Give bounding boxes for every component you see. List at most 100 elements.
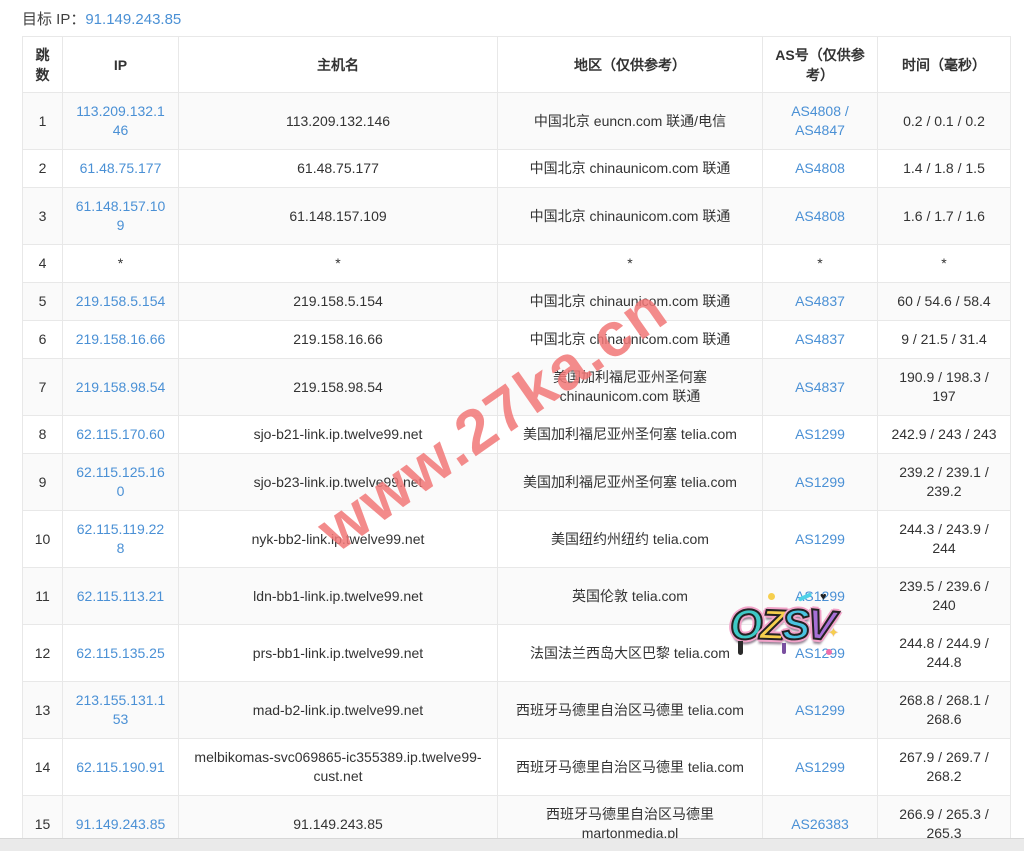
ip-link[interactable]: 219.158.98.54 [75,378,166,395]
ip-link[interactable]: 219.158.5.154 [75,293,166,309]
time-cell: 1.6 / 1.7 / 1.6 [877,187,1011,245]
asn-link[interactable]: AS1299 [795,701,845,718]
asn-link[interactable]: AS4837 [795,331,845,347]
header-region: 地区（仅供参考） [497,36,763,93]
ip-cell: 62.115.170.60 [62,415,179,454]
asn-cell: AS4808 [762,187,878,245]
time-cell: 244.8 / 244.9 / 244.8 [877,624,1011,682]
hostname-cell: mad-b2-link.ip.twelve99.net [178,681,498,739]
ip-cell: 62.115.119.228 [62,510,179,568]
ip-link[interactable]: 62.115.190.91 [76,758,165,775]
time-cell: 0.2 / 0.1 / 0.2 [877,92,1011,150]
ip-cell: 61.48.75.177 [62,149,179,188]
table-header: 跳数 IP 主机名 地区（仅供参考） AS号（仅供参考） 时间（毫秒） [22,36,1011,93]
ip-link[interactable]: 62.115.119.228 [76,521,165,556]
time-cell: 239.5 / 239.6 / 240 [877,567,1011,625]
ip-link[interactable]: 62.115.135.25 [76,644,165,661]
header-asn: AS号（仅供参考） [762,36,878,93]
region-cell: 英国伦敦 telia.com [497,567,763,625]
hop-cell: 8 [22,415,63,454]
region-cell: 中国北京 chinaunicom.com 联通 [497,187,763,245]
hop-cell: 4 [22,244,63,283]
ip-cell: 219.158.5.154 [62,282,179,321]
asn-cell: AS1299 [762,510,878,568]
region-cell: 美国纽约州纽约 telia.com [497,510,763,568]
header-ip: IP [62,36,179,93]
ip-cell: 62.115.113.21 [62,567,179,625]
asn-link[interactable]: AS26383 [791,815,849,832]
asn-link[interactable]: AS1299 [795,587,845,604]
asn-link[interactable]: AS1299 [795,426,845,442]
region-cell: 中国北京 chinaunicom.com 联通 [497,282,763,321]
asn-link[interactable]: AS4808 [795,207,845,224]
hostname-cell: * [178,244,498,283]
region-cell: 美国加利福尼亚州圣何塞 telia.com [497,415,763,454]
hop-cell: 15 [22,795,63,851]
hostname-cell: prs-bb1-link.ip.twelve99.net [178,624,498,682]
asn-cell: AS1299 [762,738,878,796]
hop-cell: 3 [22,187,63,245]
target-ip-label: 目标 IP： [22,11,86,28]
asn-link[interactable]: AS1299 [795,644,845,661]
asn-link[interactable]: AS1299 [795,473,845,490]
hostname-cell: 219.158.98.54 [178,358,498,416]
hop-cell: 14 [22,738,63,796]
time-cell: 267.9 / 269.7 / 268.2 [877,738,1011,796]
asn-link[interactable]: AS4808 [795,160,845,176]
hop-cell: 6 [22,320,63,359]
target-ip-link[interactable]: 91.149.243.85 [85,11,182,28]
hostname-cell: sjo-b21-link.ip.twelve99.net [178,415,498,454]
time-cell: 190.9 / 198.3 / 197 [877,358,1011,416]
ip-cell: 62.115.190.91 [62,738,179,796]
region-cell: 法国法兰西岛大区巴黎 telia.com [497,624,763,682]
hop-cell: 10 [22,510,63,568]
target-ip-line: 目标 IP：91.149.243.85 [22,8,181,29]
time-cell: 1.4 / 1.8 / 1.5 [877,149,1011,188]
hostname-cell: 61.148.157.109 [178,187,498,245]
table-row: 7 219.158.98.54 219.158.98.54 美国加利福尼亚州圣何… [22,358,1011,416]
asn-cell: AS4837 [762,282,878,321]
ip-cell: 219.158.16.66 [62,320,179,359]
region-cell: 美国加利福尼亚州圣何塞 telia.com [497,453,763,511]
region-cell: 中国北京 chinaunicom.com 联通 [497,149,763,188]
ip-link[interactable]: 61.148.157.109 [75,198,166,233]
region-cell: 西班牙马德里自治区马德里 telia.com [497,738,763,796]
hostname-cell: sjo-b23-link.ip.twelve99.net [178,453,498,511]
asn-link[interactable]: AS1299 [795,758,845,775]
asn-link[interactable]: AS4837 [795,378,845,395]
ip-cell: 113.209.132.146 [62,92,179,150]
region-cell: 西班牙马德里自治区马德里 telia.com [497,681,763,739]
ip-link[interactable]: 62.115.125.160 [76,464,165,499]
table-row: 4 * * * * * [22,244,1011,283]
ip-link[interactable]: 91.149.243.85 [75,815,166,832]
time-cell: * [877,244,1011,283]
ip-link[interactable]: 213.155.131.153 [75,692,166,727]
asn-cell: AS4837 [762,358,878,416]
ip-link[interactable]: 62.115.113.21 [76,587,165,604]
asn-cell: AS4808 / AS4847 [762,92,878,150]
page-bottom-strip [0,838,1024,851]
hop-cell: 5 [22,282,63,321]
ip-link[interactable]: 61.48.75.177 [79,160,162,176]
ip-cell: 219.158.98.54 [62,358,179,416]
asn-cell: AS1299 [762,567,878,625]
hop-cell: 11 [22,567,63,625]
table-row: 3 61.148.157.109 61.148.157.109 中国北京 chi… [22,187,1011,245]
hop-cell: 7 [22,358,63,416]
hop-cell: 12 [22,624,63,682]
asn-cell: AS1299 [762,453,878,511]
table-row: 14 62.115.190.91 melbikomas-svc069865-ic… [22,738,1011,796]
hostname-cell: 219.158.5.154 [178,282,498,321]
region-cell: 中国北京 chinaunicom.com 联通 [497,320,763,359]
ip-link[interactable]: 113.209.132.146 [76,103,165,138]
time-cell: 60 / 54.6 / 58.4 [877,282,1011,321]
asn-link[interactable]: AS4837 [795,293,845,309]
asn-link[interactable]: AS1299 [795,530,845,547]
hostname-cell: melbikomas-svc069865-ic355389.ip.twelve9… [178,738,498,796]
asn-link[interactable]: AS4808 / AS4847 [791,103,849,138]
ip-link[interactable]: 219.158.16.66 [75,331,166,347]
table-row: 10 62.115.119.228 nyk-bb2-link.ip.twelve… [22,510,1011,568]
time-cell: 242.9 / 243 / 243 [877,415,1011,454]
ip-link[interactable]: 62.115.170.60 [76,426,165,442]
